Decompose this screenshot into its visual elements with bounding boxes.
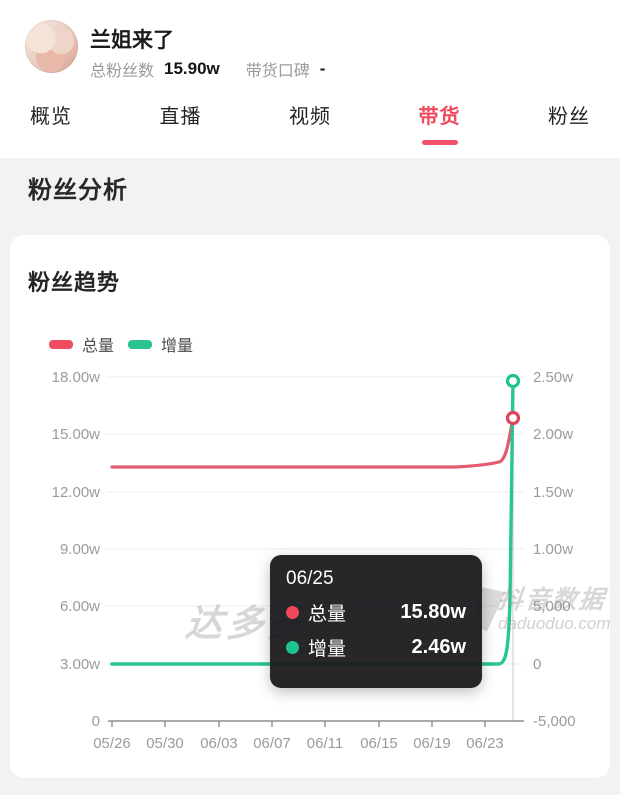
account-avatar <box>25 20 78 73</box>
tab-live[interactable]: 直播 <box>160 92 202 152</box>
svg-text:0: 0 <box>92 713 100 730</box>
account-header: 兰姐来了 总粉丝数 15.90w 带货口碑 - <box>0 0 620 158</box>
tooltip-row-gain: 增量 2.46w <box>286 634 466 661</box>
marker-total-0625 <box>505 410 521 426</box>
svg-text:06/07: 06/07 <box>253 735 291 752</box>
tooltip-date: 06/25 <box>286 568 334 589</box>
svg-text:06/23: 06/23 <box>466 735 504 752</box>
y-axis-left-labels: 18.00w 15.00w 12.00w 9.00w 6.00w 3.00w 0 <box>52 369 101 730</box>
tab-video[interactable]: 视频 <box>289 92 331 152</box>
tab-indicator <box>292 140 328 145</box>
tab-indicator <box>33 140 69 145</box>
svg-text:12.00w: 12.00w <box>52 484 101 501</box>
tab-fans[interactable]: 粉丝 <box>548 92 590 152</box>
account-name: 兰姐来了 <box>90 29 174 52</box>
tooltip-dot-red <box>286 606 299 619</box>
reputation-value: - <box>319 59 326 78</box>
svg-text:2.50w: 2.50w <box>533 369 573 386</box>
svg-text:9.00w: 9.00w <box>60 541 100 558</box>
svg-text:0: 0 <box>533 656 541 673</box>
series-total-line <box>110 416 515 469</box>
svg-text:5,000: 5,000 <box>533 598 571 615</box>
y-axis-right-labels: 2.50w 2.00w 1.50w 1.00w 5,000 0 -5,000 <box>533 369 576 730</box>
marker-gain-0625 <box>505 373 521 389</box>
total-fans-value: 15.90w <box>164 59 220 78</box>
x-axis-labels: 05/26 05/30 06/03 06/07 06/11 06/15 06/1… <box>93 735 504 752</box>
fan-trend-card: 粉丝趋势 总量 增量 <box>10 235 610 778</box>
legend-swatch-red <box>49 339 73 349</box>
chart-tooltip: 06/25 总量 15.80w 增量 2.46w <box>270 555 482 688</box>
tab-indicator <box>551 140 587 145</box>
svg-text:06/11: 06/11 <box>307 735 343 752</box>
section-title: 粉丝分析 <box>28 177 128 204</box>
tooltip-dot-green <box>286 641 299 654</box>
svg-text:-5,000: -5,000 <box>533 713 576 730</box>
total-fans-label: 总粉丝数 <box>90 63 155 80</box>
card-title: 粉丝趋势 <box>28 270 121 295</box>
svg-text:1.00w: 1.00w <box>533 541 573 558</box>
svg-text:1.50w: 1.50w <box>533 484 573 501</box>
svg-text:06/19: 06/19 <box>413 735 451 752</box>
chart-legend: 总量 增量 <box>49 332 193 356</box>
series-gain-line <box>110 379 515 666</box>
svg-text:06/15: 06/15 <box>360 735 398 752</box>
legend-item-gain[interactable]: 增量 <box>128 332 193 356</box>
account-stats: 总粉丝数 15.90w 带货口碑 - <box>90 57 325 81</box>
tooltip-row-total: 总量 15.80w <box>286 599 466 626</box>
legend-swatch-green <box>128 339 153 349</box>
tab-sales[interactable]: 带货 <box>419 92 461 152</box>
svg-text:18.00w: 18.00w <box>52 369 101 386</box>
tab-bar: 概览 直播 视频 带货 粉丝 <box>0 92 620 152</box>
fan-trend-chart[interactable]: 18.00w 15.00w 12.00w 9.00w 6.00w 3.00w 0… <box>10 360 610 778</box>
active-tab-indicator <box>421 140 458 145</box>
x-axis <box>108 720 524 727</box>
tab-indicator <box>163 140 199 145</box>
svg-text:05/30: 05/30 <box>146 735 184 752</box>
svg-text:2.00w: 2.00w <box>533 426 573 443</box>
svg-text:3.00w: 3.00w <box>60 656 100 673</box>
svg-text:6.00w: 6.00w <box>60 598 100 615</box>
svg-text:06/03: 06/03 <box>200 735 238 752</box>
svg-text:15.00w: 15.00w <box>52 426 101 443</box>
reputation-label: 带货口碑 <box>245 63 310 80</box>
svg-text:05/26: 05/26 <box>93 735 131 752</box>
tab-overview[interactable]: 概览 <box>30 92 72 152</box>
legend-item-total[interactable]: 总量 <box>49 332 114 356</box>
